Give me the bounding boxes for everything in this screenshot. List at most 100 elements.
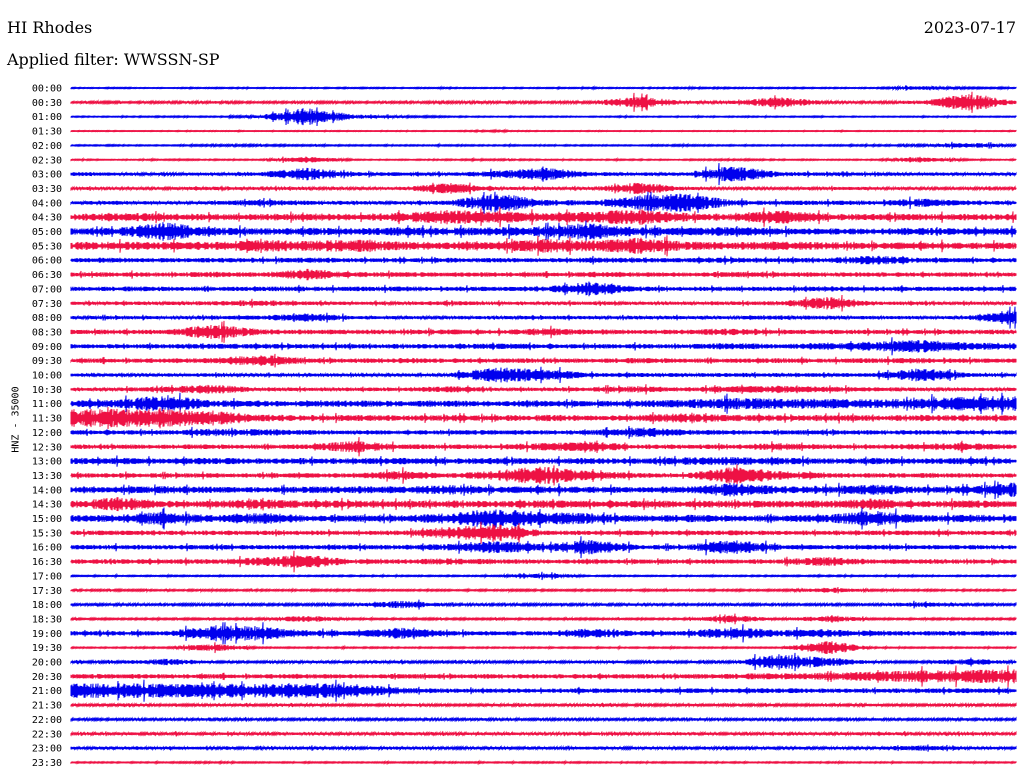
time-label: 10:00 (32, 371, 62, 382)
time-label: 03:00 (32, 170, 62, 181)
seismogram-trace (70, 730, 1017, 738)
time-label: 04:00 (32, 198, 62, 209)
time-label: 01:00 (32, 112, 62, 123)
time-label: 19:30 (32, 643, 62, 654)
time-label: 09:30 (32, 356, 62, 367)
seismogram-trace (70, 353, 1017, 368)
seismogram-trace (70, 507, 1017, 530)
time-label: 03:30 (32, 184, 62, 195)
time-label: 05:30 (32, 241, 62, 252)
time-label: 02:00 (32, 141, 62, 152)
time-label: 18:30 (32, 614, 62, 625)
time-label: 06:00 (32, 256, 62, 267)
seismogram-trace (70, 235, 1017, 257)
seismogram-trace (70, 84, 1017, 92)
seismogram-trace (70, 392, 1017, 415)
seismogram-trace (70, 437, 1017, 457)
time-label: 22:00 (32, 715, 62, 726)
seismogram-trace (70, 480, 1017, 500)
time-label: 22:30 (32, 729, 62, 740)
station-title: HI Rhodes (7, 18, 93, 37)
time-label: 09:00 (32, 342, 62, 353)
seismogram-trace (70, 384, 1017, 395)
seismogram-trace (70, 182, 1017, 195)
seismogram-trace (70, 613, 1017, 625)
time-label: 20:00 (32, 658, 62, 669)
time-label: 17:00 (32, 571, 62, 582)
seismogram-trace (70, 141, 1017, 150)
time-label: 06:30 (32, 270, 62, 281)
seismogram-trace (70, 571, 1017, 581)
seismogram-trace (70, 550, 1017, 573)
seismogram-trace (70, 701, 1017, 709)
seismogram-trace (70, 268, 1017, 281)
time-label: 12:30 (32, 442, 62, 453)
time-label: 11:00 (32, 399, 62, 410)
time-label: 15:30 (32, 528, 62, 539)
time-label: 11:30 (32, 414, 62, 425)
filter-label: Applied filter: WWSSN-SP (7, 50, 220, 69)
seismogram-trace (70, 652, 1017, 672)
seismogram-trace (70, 191, 1017, 214)
seismogram-trace (70, 91, 1017, 113)
seismogram-trace (70, 455, 1017, 467)
seismogram-trace (70, 464, 1017, 487)
time-label: 07:00 (32, 284, 62, 295)
time-label: 07:30 (32, 299, 62, 310)
seismogram-trace (70, 281, 1017, 297)
time-label: 13:00 (32, 457, 62, 468)
time-label: 17:30 (32, 586, 62, 597)
time-label: 05:00 (32, 227, 62, 238)
seismogram-trace (70, 536, 1017, 559)
seismogram-trace (70, 622, 1017, 645)
time-label: 08:30 (32, 327, 62, 338)
time-label: 04:30 (32, 213, 62, 224)
time-label: 15:00 (32, 514, 62, 525)
seismogram-trace (70, 641, 1017, 655)
seismogram-trace (70, 320, 1017, 343)
seismogram-trace (70, 128, 1017, 134)
seismogram-trace (70, 665, 1017, 688)
seismogram-trace (70, 407, 1017, 430)
seismogram-trace (70, 294, 1017, 312)
seismogram-trace (70, 163, 1017, 186)
time-label: 23:30 (32, 758, 62, 769)
seismogram-trace (70, 366, 1017, 384)
seismogram-trace (70, 255, 1017, 265)
time-label: 13:30 (32, 471, 62, 482)
time-label: 10:30 (32, 385, 62, 396)
time-label: 14:30 (32, 500, 62, 511)
time-label: 20:30 (32, 672, 62, 683)
seismogram-trace (70, 716, 1017, 723)
time-label: 14:00 (32, 485, 62, 496)
time-label: 01:30 (32, 127, 62, 138)
seismogram-trace (70, 759, 1017, 766)
time-label: 00:30 (32, 98, 62, 109)
time-label: 21:30 (32, 701, 62, 712)
seismogram-trace (70, 521, 1017, 544)
time-label: 02:30 (32, 155, 62, 166)
seismogram-trace (70, 306, 1017, 329)
time-label: 19:00 (32, 629, 62, 640)
seismogram-trace (70, 425, 1017, 439)
seismogram-trace (70, 744, 1017, 752)
seismogram-trace (70, 156, 1017, 164)
date-label: 2023-07-17 (923, 18, 1016, 37)
seismogram-trace (70, 207, 1017, 228)
time-label: 23:00 (32, 744, 62, 755)
seismogram-trace (70, 220, 1017, 243)
time-label: 08:00 (32, 313, 62, 324)
time-label: 16:30 (32, 557, 62, 568)
seismogram-trace (70, 679, 1017, 702)
seismogram-trace (70, 599, 1017, 610)
time-label: 00:00 (32, 84, 62, 95)
time-label: 12:00 (32, 428, 62, 439)
time-label: 18:00 (32, 600, 62, 611)
time-label: 16:00 (32, 543, 62, 554)
seismogram-trace (70, 107, 1017, 127)
seismogram-trace (70, 586, 1017, 594)
seismogram-trace (70, 497, 1017, 512)
seismogram-trace (70, 337, 1017, 356)
time-label: 21:00 (32, 686, 62, 697)
